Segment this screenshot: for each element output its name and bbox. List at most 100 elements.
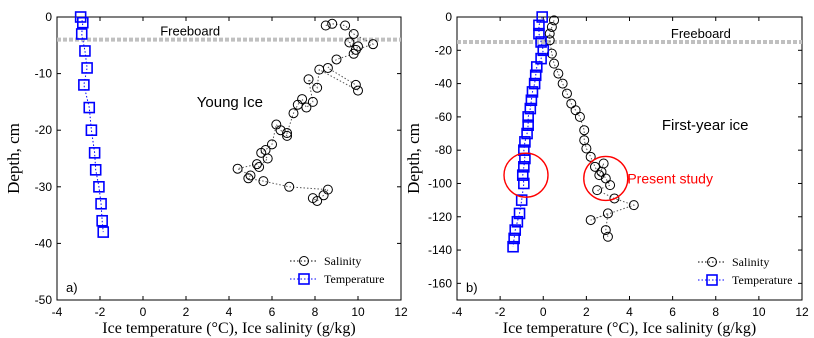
highlight-circle: [503, 152, 549, 198]
salinity-point: [353, 85, 363, 96]
salinity-point: [245, 170, 256, 181]
salinity-point: [320, 20, 331, 31]
salinity-point: [546, 48, 557, 59]
x-axis-label: Ice temperature (°C), Ice salinity (g/kg…: [503, 320, 756, 337]
x-tick-label: 8: [712, 305, 719, 319]
present-study-label: Present study: [627, 170, 713, 186]
temperature-point: [85, 124, 98, 136]
salinity-point: [262, 153, 273, 164]
salinity-point: [292, 99, 303, 110]
legend: Salinity Temperature: [698, 255, 792, 287]
x-axis-label: Ice temperature (°C), Ice salinity (g/kg…: [102, 320, 355, 337]
temperature-point: [518, 161, 530, 173]
temperature-point: [507, 240, 519, 253]
salinity-point: [318, 190, 329, 201]
salinity-point: [585, 151, 596, 162]
legend-label: Temperature: [732, 273, 792, 287]
series-line: [80, 16, 104, 233]
salinity-point: [605, 180, 616, 191]
series-temperature: [74, 11, 110, 238]
salinity-point: [288, 108, 299, 119]
x-tick-label: 0: [140, 305, 147, 319]
legend-label: Salinity: [324, 254, 361, 268]
x-tick-label: 12: [795, 305, 809, 319]
temperature-point: [518, 144, 530, 156]
salinity-point: [553, 68, 564, 79]
salinity-point: [254, 161, 265, 172]
salinity-point: [251, 159, 262, 170]
legend: Salinity Temperature: [290, 254, 384, 286]
y-tick-label: -30: [35, 180, 53, 194]
temperature-point: [513, 207, 526, 220]
x-tick-label: 2: [583, 305, 590, 319]
temperature-point: [526, 86, 539, 98]
series-line: [549, 20, 636, 237]
x-tick-label: -4: [52, 305, 63, 319]
temperature-point: [81, 62, 93, 74]
salinity-point: [546, 21, 557, 32]
temperature-point: [525, 94, 538, 107]
salinity-point: [331, 54, 342, 65]
salinity-point: [271, 119, 282, 130]
legend-circle-marker: [707, 257, 717, 267]
legend-square-marker: [706, 274, 718, 286]
salinity-point: [282, 128, 293, 139]
salinity-point: [561, 88, 572, 99]
temperature-point: [537, 44, 550, 57]
salinity-point: [307, 193, 318, 204]
temperature-point: [528, 77, 541, 90]
temperature-point: [89, 164, 102, 176]
salinity-point: [327, 18, 338, 29]
temperature-point: [533, 19, 545, 32]
freeboard-label: Freeboard: [671, 26, 731, 41]
y-tick-label: -80: [435, 143, 453, 157]
y-tick-label: -120: [428, 210, 452, 224]
temperature-point: [83, 101, 96, 114]
salinity-point: [609, 193, 620, 204]
temperature-point: [522, 111, 534, 123]
x-tick-label: 0: [540, 305, 547, 319]
salinity-point: [602, 231, 613, 242]
panel-title-label: Young Ice: [197, 94, 263, 111]
temperature-point: [509, 224, 522, 236]
salinity-point: [322, 62, 333, 73]
temperature-point: [529, 69, 542, 82]
x-tick-label: 10: [752, 305, 766, 319]
y-tick-label: -60: [435, 110, 453, 124]
salinity-point: [256, 147, 267, 158]
legend-label: Temperature: [324, 272, 384, 286]
salinity-point: [544, 28, 555, 39]
temperature-point: [536, 11, 548, 23]
y-tick-label: -20: [435, 43, 453, 57]
temperature-point: [75, 28, 88, 40]
x-tick-label: 8: [312, 305, 319, 319]
salinity-point: [598, 158, 609, 169]
y-tick-label: -40: [435, 77, 453, 91]
legend-circle-marker: [299, 256, 309, 266]
temperature-point: [516, 169, 529, 181]
temperature-point: [521, 127, 533, 140]
temperature-point: [515, 194, 528, 206]
series-salinity: [544, 15, 639, 242]
salinity-point: [544, 35, 555, 46]
y-tick-label: -10: [35, 67, 53, 81]
x-tick-label: 6: [669, 305, 676, 319]
x-tick-label: 4: [226, 305, 233, 319]
panel-letter: a): [66, 280, 78, 295]
temperature-point: [533, 27, 545, 40]
temperature-point: [511, 215, 524, 228]
y-tick-label: -40: [35, 236, 53, 250]
x-tick-label: 2: [183, 305, 190, 319]
salinity-point: [549, 15, 560, 26]
panel-letter: b): [466, 280, 478, 295]
salinity-point: [585, 215, 596, 226]
freeboard-label: Freeboard: [160, 24, 220, 39]
salinity-point: [581, 143, 592, 154]
y-axis-label: Depth, cm: [404, 123, 423, 194]
salinity-point: [594, 170, 605, 181]
panel-title-label: First-year ice: [662, 117, 749, 134]
series-temperature: [507, 11, 550, 253]
salinity-point: [301, 102, 312, 113]
